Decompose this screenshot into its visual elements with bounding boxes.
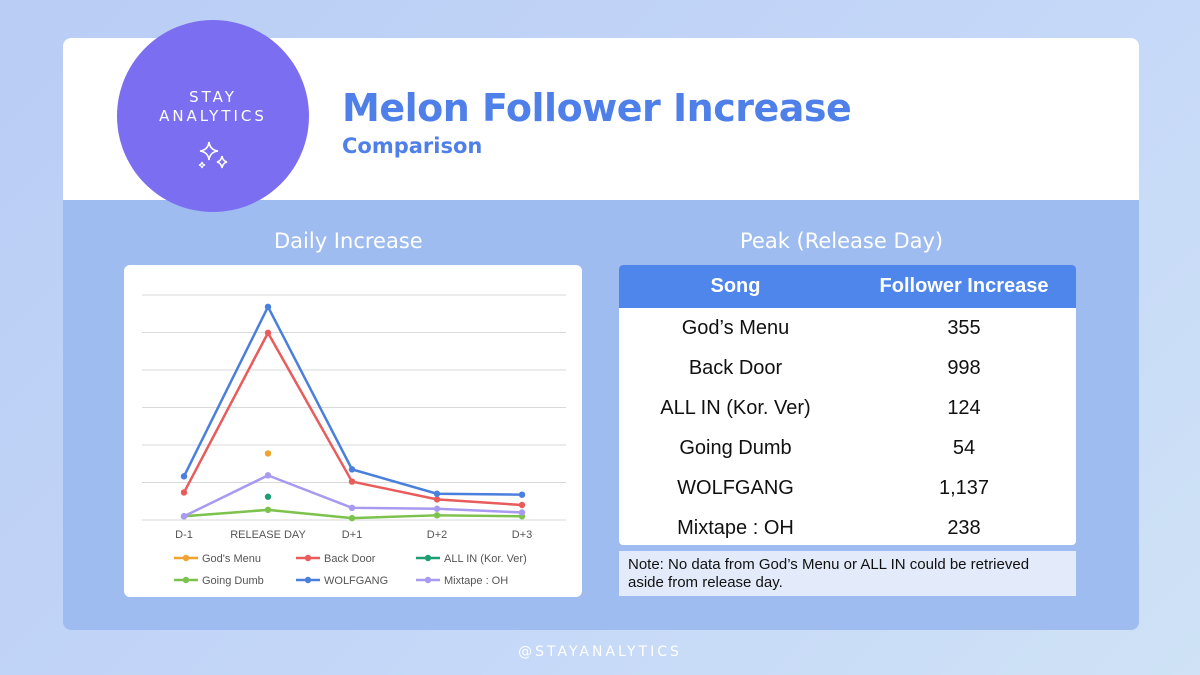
table-row: Mixtape : OH 238	[619, 508, 1076, 545]
legend-label: Mixtape : OH	[444, 575, 508, 587]
data-point	[264, 450, 272, 457]
cell-song: Going Dumb	[679, 436, 792, 459]
cell-value: 238	[947, 516, 981, 539]
data-point	[433, 490, 441, 497]
legend-label: Back Door	[324, 553, 376, 565]
line-chart: D-1 RELEASE DAY D+1 D+2 D+3 God's Menu Back Do…	[142, 294, 566, 587]
table-row: Going Dumb 54	[619, 428, 1076, 468]
legend-label: God's Menu	[202, 553, 261, 565]
peak-table: Song Follower Increase God’s Menu 355 Ba…	[619, 265, 1076, 545]
data-point	[518, 509, 526, 516]
chart-panel: D-1 RELEASE DAY D+1 D+2 D+3 God's Menu Back Do…	[124, 265, 582, 597]
data-point	[264, 472, 272, 479]
cell-song: ALL IN (Kor. Ver)	[660, 396, 811, 419]
data-point	[433, 505, 441, 512]
data-point	[433, 496, 441, 503]
header-follower-increase: Follower Increase	[879, 275, 1049, 297]
table-header: Song Follower Increase	[619, 265, 1076, 308]
logo-line-2: ANALYTICS	[159, 107, 267, 125]
data-point	[348, 466, 356, 473]
chart-section-title: Daily Increase	[274, 229, 423, 253]
data-point	[264, 303, 272, 311]
x-tick-label: D+3	[512, 529, 533, 541]
x-tick-label: D+1	[342, 529, 363, 541]
cell-value: 54	[952, 436, 976, 459]
data-note: Note: No data from God’s Menu or ALL IN …	[619, 551, 1076, 596]
legend-marker	[182, 554, 190, 562]
footer-handle: @STAYANALYTICS	[518, 644, 682, 660]
data-point	[264, 493, 272, 500]
legend-marker	[304, 576, 312, 584]
legend-label: ALL IN (Kor. Ver)	[444, 553, 527, 565]
stay-analytics-logo: STAY ANALYTICS	[117, 20, 309, 212]
table-row: ALL IN (Kor. Ver) 124	[619, 388, 1076, 428]
sparkle-icon	[198, 141, 228, 169]
cell-song: God’s Menu	[681, 316, 790, 339]
data-point	[264, 329, 272, 337]
legend-marker	[182, 576, 190, 584]
table-section-title: Peak (Release Day)	[740, 229, 944, 253]
data-point	[518, 491, 526, 498]
cell-value: 124	[947, 396, 981, 419]
x-tick-label: D-1	[175, 529, 193, 541]
table-row: God’s Menu 355	[619, 308, 1076, 348]
header-song: Song	[710, 275, 761, 297]
data-point	[348, 478, 356, 485]
data-point	[180, 473, 188, 480]
x-tick-label: D+2	[427, 529, 448, 541]
legend-marker	[424, 576, 432, 584]
page-subtitle: Comparison	[342, 134, 483, 158]
data-point	[348, 514, 356, 522]
legend-marker	[424, 554, 432, 562]
legend-label: WOLFGANG	[324, 575, 388, 587]
cell-song: Back Door	[688, 356, 783, 379]
logo-line-1: STAY	[189, 88, 237, 106]
page-title: Melon Follower Increase	[342, 86, 852, 130]
cell-value: 998	[947, 356, 981, 379]
data-point	[433, 512, 441, 519]
x-tick-label: RELEASE DAY	[230, 529, 306, 541]
data-point	[180, 489, 188, 496]
table-row: Back Door 998	[619, 348, 1076, 388]
cell-value: 1,137	[938, 476, 990, 499]
legend-marker	[304, 554, 312, 562]
legend-label: Going Dumb	[202, 575, 264, 587]
cell-song: Mixtape : OH	[677, 516, 794, 539]
cell-value: 355	[947, 316, 981, 339]
data-point	[180, 513, 188, 520]
data-point	[264, 506, 272, 514]
data-point	[518, 501, 526, 509]
table-row: WOLFGANG 1,137	[619, 468, 1076, 508]
cell-song: WOLFGANG	[677, 476, 794, 499]
data-point	[348, 504, 356, 512]
